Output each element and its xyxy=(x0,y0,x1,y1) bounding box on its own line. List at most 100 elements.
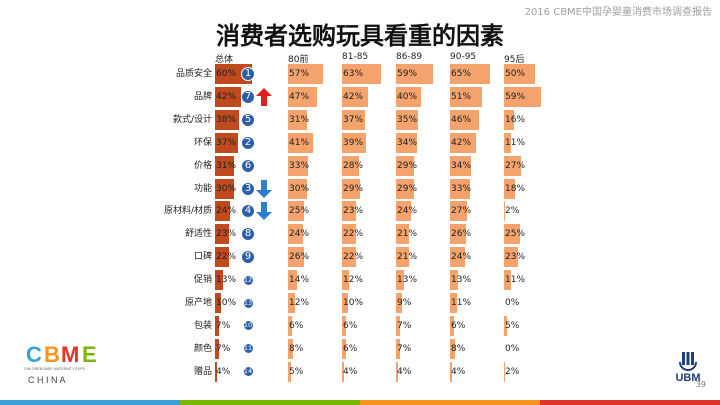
segment-bar-95post xyxy=(504,64,535,84)
cbme-logo-letter-b: B xyxy=(44,342,60,367)
rank-badge: 2 xyxy=(241,135,255,150)
segment-bar-81-85 xyxy=(342,270,350,291)
cbme-logo-tagline: CHILDREN BABY MATERNITY EXPO xyxy=(24,367,86,371)
value-label-total: 4% xyxy=(216,366,231,377)
rank-badge: 14 xyxy=(242,366,254,378)
segment-bar-90-95 xyxy=(450,86,482,107)
rank-down-arrow-icon xyxy=(256,179,272,198)
ubm-logo: UBM xyxy=(675,352,701,384)
total-bar xyxy=(215,132,238,153)
total-bar xyxy=(215,201,230,222)
segment-bar-81-85 xyxy=(342,361,345,382)
column-header-86-89: 86-89 xyxy=(396,52,423,62)
ubm-logo-text: UBM xyxy=(675,372,700,384)
row-label: 包装 xyxy=(193,320,212,331)
segment-bar-95post xyxy=(504,155,521,176)
value-label-86-89: 4% xyxy=(397,366,412,377)
value-label-90-95: 27% xyxy=(451,206,472,217)
footer-stripe-segment xyxy=(0,400,180,405)
segment-bar-95post xyxy=(504,178,516,199)
value-label-80pre: 57% xyxy=(289,69,310,79)
value-label-95post: 0% xyxy=(505,343,520,354)
value-label-total: 42% xyxy=(216,91,237,102)
value-label-95post: 50% xyxy=(505,69,526,79)
page-number: 39 xyxy=(695,380,706,389)
segment-bar-81-85 xyxy=(342,293,349,313)
value-label-80pre: 47% xyxy=(289,91,310,102)
rank-badge: 10 xyxy=(242,320,254,332)
value-label-total: 23% xyxy=(216,229,237,240)
rank-down-arrow-icon xyxy=(256,202,272,221)
segment-bar-86-89 xyxy=(396,293,402,313)
value-label-90-95: 26% xyxy=(451,229,472,240)
value-label-total: 31% xyxy=(216,160,237,171)
rank-badge: 13 xyxy=(242,297,254,309)
value-label-86-89: 24% xyxy=(397,206,418,217)
segment-bar-90-95 xyxy=(450,293,457,313)
segment-bar-95post xyxy=(504,247,519,268)
value-label-86-89: 34% xyxy=(397,137,418,148)
segment-bar-80pre xyxy=(288,315,292,336)
value-label-95post: 25% xyxy=(505,229,526,240)
column-header-95post: 95后 xyxy=(504,55,525,65)
total-bar xyxy=(215,109,239,130)
rank-badge: 12 xyxy=(242,274,254,286)
value-label-80pre: 41% xyxy=(289,137,310,148)
value-label-total: 24% xyxy=(216,206,237,217)
value-label-90-95: 24% xyxy=(451,252,472,263)
segment-bar-80pre xyxy=(288,293,296,313)
segment-bar-95post xyxy=(504,86,541,107)
value-label-90-95: 65% xyxy=(451,69,472,79)
value-label-81-85: 39% xyxy=(343,137,364,148)
row-label: 价格 xyxy=(193,160,212,171)
value-label-total: 60% xyxy=(216,69,237,79)
segment-bar-86-89 xyxy=(396,178,414,199)
footer-stripe-segment xyxy=(540,400,720,405)
segment-bar-90-95 xyxy=(450,338,455,359)
column-header-81-85: 81-85 xyxy=(342,52,369,62)
segment-bar-86-89 xyxy=(396,247,410,268)
value-label-95post: 27% xyxy=(505,160,526,171)
value-label-80pre: 6% xyxy=(289,320,304,331)
value-label-80pre: 8% xyxy=(289,343,304,354)
segment-bar-86-89 xyxy=(396,270,405,291)
value-label-90-95: 6% xyxy=(451,320,466,331)
row-label: 赠品 xyxy=(193,366,212,377)
value-label-81-85: 10% xyxy=(343,298,364,308)
segment-bar-80pre xyxy=(288,270,297,291)
value-label-80pre: 25% xyxy=(289,206,310,217)
segment-bar-95post xyxy=(504,361,506,382)
value-label-95post: 18% xyxy=(505,183,526,194)
segment-bar-90-95 xyxy=(450,132,477,153)
value-label-95post: 2% xyxy=(505,366,520,377)
rank-badge: 11 xyxy=(242,343,254,355)
value-label-80pre: 31% xyxy=(289,114,310,125)
segment-bar-80pre xyxy=(288,155,309,176)
rank-badge: 1 xyxy=(241,67,255,81)
segment-bar-90-95 xyxy=(450,315,454,336)
row-label: 原材料/材质 xyxy=(163,206,212,217)
total-bar xyxy=(215,155,235,176)
column-header-90-95: 90-95 xyxy=(450,52,477,62)
value-label-81-85: 12% xyxy=(343,275,364,286)
value-label-86-89: 7% xyxy=(397,343,412,354)
row-label: 环保 xyxy=(193,137,212,148)
value-label-81-85: 37% xyxy=(343,114,364,125)
total-bar xyxy=(215,178,234,199)
segment-bar-80pre xyxy=(288,224,303,245)
value-label-90-95: 11% xyxy=(451,298,472,308)
segment-bar-90-95 xyxy=(450,270,459,291)
value-label-95post: 5% xyxy=(505,320,520,331)
rank-up-arrow-icon xyxy=(256,87,272,106)
value-label-95post: 0% xyxy=(505,298,520,308)
column-header-total: 总体 xyxy=(215,55,234,65)
segment-bar-81-85 xyxy=(342,247,356,268)
value-label-81-85: 22% xyxy=(343,252,364,263)
value-label-total: 13% xyxy=(216,275,237,286)
total-bar xyxy=(215,315,220,336)
cbme-logo: C B M E CHILDREN BABY MATERNITY EXPO C H… xyxy=(24,342,97,385)
value-label-95post: 16% xyxy=(505,114,526,125)
segment-bar-81-85 xyxy=(342,338,346,359)
segment-bar-81-85 xyxy=(342,224,356,245)
value-label-86-89: 35% xyxy=(397,114,418,125)
